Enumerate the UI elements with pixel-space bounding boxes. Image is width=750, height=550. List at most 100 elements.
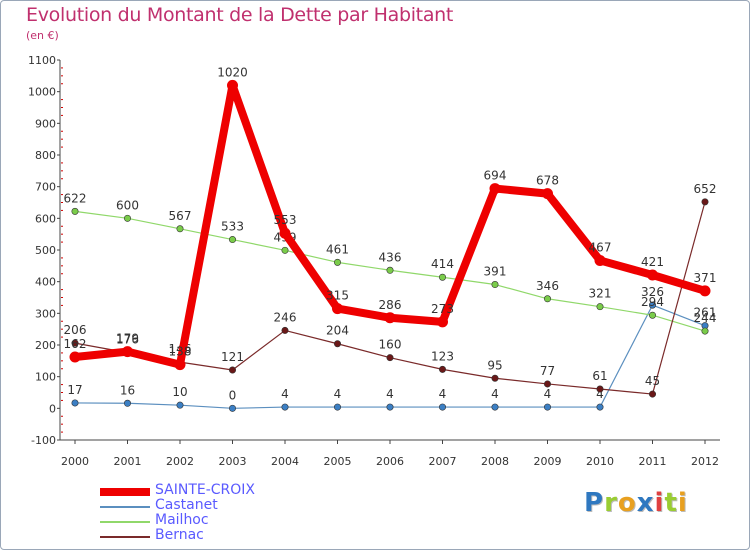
series-sainte-croix: 162 179 138 1020 553 315 286 273 694 678 467 421 371 (64, 65, 717, 371)
data-label-castanet: 326 (641, 285, 664, 299)
data-point-bernac (543, 380, 551, 388)
proxiti-logo: Proxiti (584, 488, 688, 518)
data-label-bernac: 204 (326, 324, 349, 338)
x-tick-label: 2001 (114, 455, 142, 468)
data-label-bernac: 45 (645, 374, 660, 388)
chart-subtitle: (en €) (26, 29, 59, 42)
y-tick-label: 0 (49, 402, 56, 415)
y-tick-label: -100 (31, 434, 56, 447)
data-point-sainte-croix (437, 316, 448, 328)
logo-letter: P (584, 488, 605, 518)
data-label-bernac: 176 (116, 333, 139, 347)
data-label-sainte-croix: 553 (274, 213, 297, 227)
data-label-castanet: 17 (67, 383, 82, 397)
data-label-mailhoc: 414 (431, 257, 454, 271)
data-label-mailhoc: 244 (694, 311, 717, 325)
x-tick-label: 2000 (61, 455, 89, 468)
data-point-bernac (701, 198, 709, 206)
data-point-mailhoc (386, 266, 394, 274)
data-point-castanet (438, 403, 446, 411)
data-point-mailhoc (543, 295, 551, 303)
data-point-castanet (124, 399, 132, 407)
logo-letter: o (617, 488, 637, 518)
data-label-sainte-croix: 138 (169, 345, 192, 359)
data-label-castanet: 261 (694, 306, 717, 320)
data-point-sainte-croix (332, 303, 343, 315)
data-point-mailhoc (333, 258, 341, 266)
data-label-sainte-croix: 273 (431, 302, 454, 316)
data-point-castanet (333, 403, 341, 411)
legend-label-mailhoc: Mailhoc (155, 512, 209, 528)
data-point-castanet (386, 403, 394, 411)
data-point-castanet (176, 401, 184, 409)
legend-swatch-mailhoc (100, 521, 150, 523)
data-label-mailhoc: 622 (64, 191, 87, 205)
data-label-mailhoc: 391 (484, 265, 507, 279)
data-label-castanet: 4 (334, 387, 342, 401)
data-label-bernac: 77 (540, 364, 555, 378)
data-label-bernac: 123 (431, 349, 454, 363)
data-point-sainte-croix (279, 227, 291, 239)
data-point-sainte-croix (122, 346, 133, 358)
legend-item-mailhoc: Mailhoc (100, 512, 400, 528)
data-label-castanet: 16 (120, 383, 135, 397)
y-tick-label: 700 (35, 181, 56, 194)
data-point-sainte-croix (69, 351, 81, 363)
data-point-castanet (648, 301, 656, 309)
data-label-mailhoc: 321 (589, 287, 612, 301)
x-tick-label: 2010 (586, 455, 614, 468)
data-label-castanet: 4 (544, 387, 552, 401)
data-point-sainte-croix (384, 312, 396, 324)
data-point-castanet (281, 403, 289, 411)
data-point-mailhoc (281, 246, 289, 254)
chart-title: Evolution du Montant de la Dette par Hab… (26, 4, 454, 26)
logo-letter: i (677, 488, 688, 518)
data-label-bernac: 121 (221, 350, 244, 364)
data-label-mailhoc: 567 (169, 209, 192, 223)
legend-swatch-sainte-croix (100, 488, 150, 496)
data-point-mailhoc (438, 273, 446, 281)
data-label-bernac: 206 (64, 323, 87, 337)
y-tick-label: 900 (35, 117, 56, 130)
data-label-sainte-croix: 162 (64, 337, 87, 351)
x-tick-label: 2004 (271, 455, 299, 468)
data-label-sainte-croix: 371 (694, 271, 717, 285)
data-point-bernac (386, 354, 394, 362)
legend-swatch-castanet (100, 506, 150, 508)
data-label-castanet: 4 (596, 387, 604, 401)
data-point-bernac (596, 385, 604, 393)
y-tick-label: 400 (35, 276, 56, 289)
data-label-castanet: 4 (281, 387, 289, 401)
data-label-bernac: 652 (694, 182, 717, 196)
data-point-sainte-croix (174, 359, 186, 371)
y-tick-label: 600 (35, 212, 56, 225)
data-label-castanet: 4 (491, 387, 499, 401)
data-point-sainte-croix (227, 79, 238, 91)
data-label-sainte-croix: 315 (326, 289, 349, 303)
data-point-mailhoc (229, 236, 237, 244)
x-tick-label: 2005 (324, 455, 352, 468)
y-tick-label: 500 (35, 244, 56, 257)
data-label-sainte-croix: 421 (641, 255, 664, 269)
data-label-sainte-croix: 1020 (217, 65, 248, 79)
data-point-mailhoc (648, 311, 656, 319)
logo-letter: r (604, 488, 618, 518)
data-label-bernac: 95 (487, 358, 502, 372)
logo-letter: x (636, 488, 655, 518)
x-tick-label: 2011 (639, 455, 667, 468)
x-tick-label: 2008 (481, 455, 509, 468)
data-point-bernac (333, 340, 341, 348)
y-tick-label: 1000 (28, 86, 56, 99)
data-point-bernac (438, 365, 446, 373)
data-label-castanet: 4 (386, 387, 394, 401)
data-point-bernac (281, 326, 289, 334)
data-label-mailhoc: 600 (116, 198, 139, 212)
data-point-bernac (648, 390, 656, 398)
data-label-sainte-croix: 467 (589, 240, 612, 254)
data-label-mailhoc: 436 (379, 250, 402, 264)
logo-letter: i (654, 488, 665, 518)
data-label-sainte-croix: 678 (536, 174, 559, 188)
